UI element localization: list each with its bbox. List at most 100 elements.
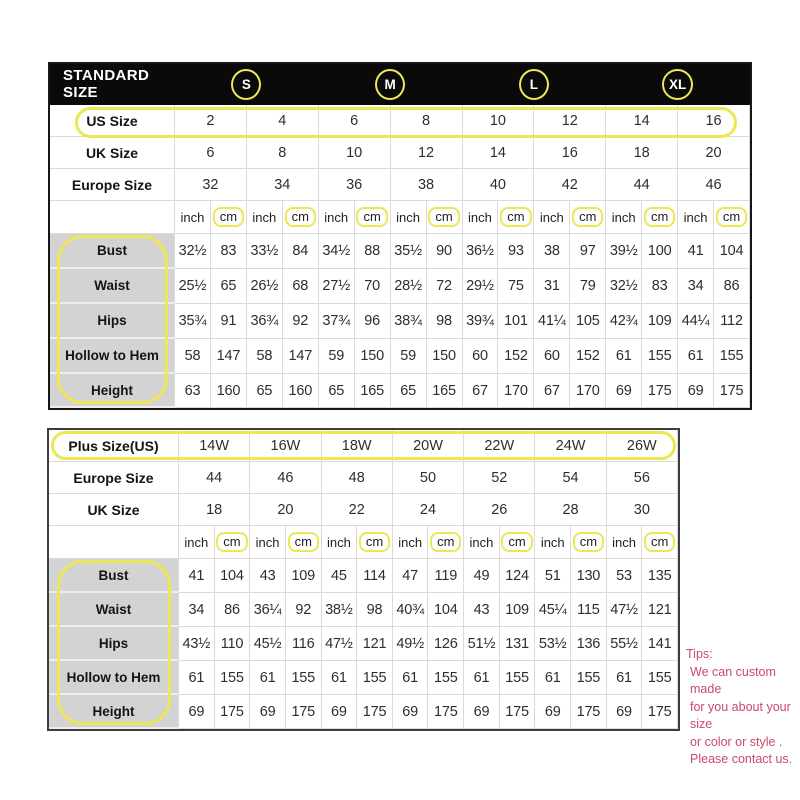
measure-value: 69 <box>535 695 572 729</box>
plus-size-table: Plus Size(US) 14W 16W 18W 20W 22W 24W 26W Europe… <box>47 428 680 731</box>
cm-highlight-box: cm <box>572 531 605 553</box>
measure-value: 67 <box>462 374 499 408</box>
cm-highlight-box: cm <box>428 206 460 228</box>
measure-value: 47 <box>392 559 429 593</box>
cm-highlight-box: cm <box>287 531 319 553</box>
measure-value: 116 <box>285 627 322 661</box>
size-value: 14 <box>606 105 679 137</box>
measure-value: 61 <box>321 661 358 695</box>
cm-header: cm <box>571 526 607 559</box>
measure-value: 69 <box>250 695 286 729</box>
measure-row-label: Hips <box>49 627 179 661</box>
measure-value: 69 <box>606 695 643 729</box>
size-value: 26W <box>606 430 678 462</box>
measure-value: 155 <box>285 661 322 695</box>
size-value: 20 <box>678 137 750 169</box>
cm-highlight-box: cm <box>284 206 316 228</box>
size-value: 22W <box>464 430 536 462</box>
inch-header: inch <box>246 201 283 234</box>
size-value: 10 <box>462 105 535 137</box>
measure-value: 72 <box>426 269 463 304</box>
measure-row-label: Waist <box>50 269 175 304</box>
size-value: 20 <box>250 494 322 526</box>
size-value: 44 <box>179 462 251 494</box>
measure-value: 104 <box>714 234 750 269</box>
measure-value: 32½ <box>175 234 211 269</box>
measure-value: 152 <box>570 339 607 374</box>
measure-value: 136 <box>571 627 607 661</box>
size-value: 38 <box>390 169 463 201</box>
measure-value: 86 <box>214 593 251 627</box>
measure-value: 110 <box>214 627 251 661</box>
size-value: 32 <box>175 169 247 201</box>
measure-value: 109 <box>499 593 536 627</box>
cm-highlight-box: cm <box>212 206 245 228</box>
size-value: 56 <box>606 462 678 494</box>
measure-value: 126 <box>428 627 465 661</box>
inch-header: inch <box>175 201 211 234</box>
inch-header: inch <box>179 526 215 559</box>
size-value: 16W <box>250 430 322 462</box>
size-value: 20W <box>392 430 465 462</box>
measure-value: 65 <box>246 374 283 408</box>
measure-value: 43 <box>464 593 500 627</box>
size-value: 24 <box>392 494 465 526</box>
unit-row-label <box>49 526 179 559</box>
measure-value: 83 <box>642 269 679 304</box>
measure-value: 61 <box>606 661 643 695</box>
measure-value: 35¾ <box>175 304 211 339</box>
measure-value: 119 <box>428 559 465 593</box>
measure-value: 150 <box>426 339 463 374</box>
table-title: STANDARD SIZE <box>50 64 175 105</box>
measure-value: 61 <box>250 661 286 695</box>
cm-highlight-box: cm <box>501 531 533 553</box>
cm-highlight-box: cm <box>572 206 604 228</box>
measure-value: 104 <box>214 559 251 593</box>
measure-value: 131 <box>499 627 536 661</box>
size-value: 42 <box>534 169 607 201</box>
measure-value: 90 <box>426 234 463 269</box>
size-group-cell: M <box>318 64 463 105</box>
size-value: 6 <box>175 137 247 169</box>
cm-highlight-box: cm <box>216 531 248 553</box>
measure-value: 65 <box>210 269 247 304</box>
measure-value: 38½ <box>321 593 358 627</box>
size-value: 16 <box>534 137 607 169</box>
cm-header: cm <box>210 201 247 234</box>
measure-value: 109 <box>642 304 679 339</box>
measure-value: 98 <box>357 593 393 627</box>
measure-value: 61 <box>535 661 572 695</box>
cm-header: cm <box>426 201 463 234</box>
cm-header: cm <box>354 201 391 234</box>
cm-header: cm <box>428 526 465 559</box>
cm-highlight-box: cm <box>715 206 748 228</box>
measure-value: 44¼ <box>678 304 715 339</box>
size-value: 8 <box>246 137 319 169</box>
measure-value: 69 <box>678 374 715 408</box>
measure-value: 155 <box>642 661 678 695</box>
inch-header: inch <box>464 526 500 559</box>
measure-value: 79 <box>570 269 607 304</box>
size-group-circle: XL <box>661 68 694 100</box>
measure-value: 160 <box>282 374 319 408</box>
tips-line: Please contact us. <box>690 752 793 766</box>
inch-header: inch <box>534 201 571 234</box>
measure-value: 27½ <box>318 269 355 304</box>
measure-value: 92 <box>282 304 319 339</box>
measure-value: 37¾ <box>318 304 355 339</box>
cm-highlight-box: cm <box>643 531 676 553</box>
plus-size-grid: Plus Size(US) 14W 16W 18W 20W 22W 24W 26W Europe… <box>49 430 678 729</box>
tips-line: or color or style . <box>690 734 783 749</box>
measure-value: 109 <box>285 559 322 593</box>
measure-value: 91 <box>210 304 247 339</box>
measure-value: 39½ <box>606 234 643 269</box>
measure-value: 53½ <box>535 627 572 661</box>
measure-value: 86 <box>714 269 750 304</box>
measure-value: 165 <box>426 374 463 408</box>
measure-value: 141 <box>642 627 678 661</box>
inch-header: inch <box>678 201 715 234</box>
measure-value: 165 <box>354 374 391 408</box>
measure-row-label: Hollow to Hem <box>49 661 179 695</box>
measure-row-label: Bust <box>49 559 179 593</box>
